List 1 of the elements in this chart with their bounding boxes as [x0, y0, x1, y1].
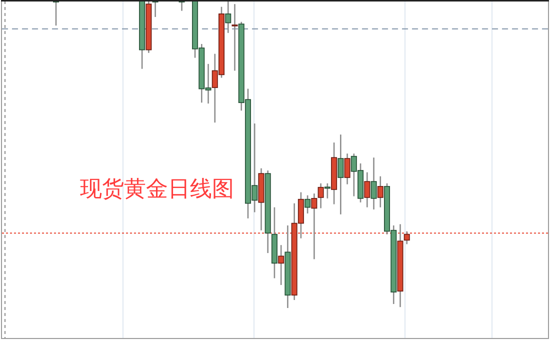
annotation: 现货黄金日线图: [80, 177, 234, 202]
